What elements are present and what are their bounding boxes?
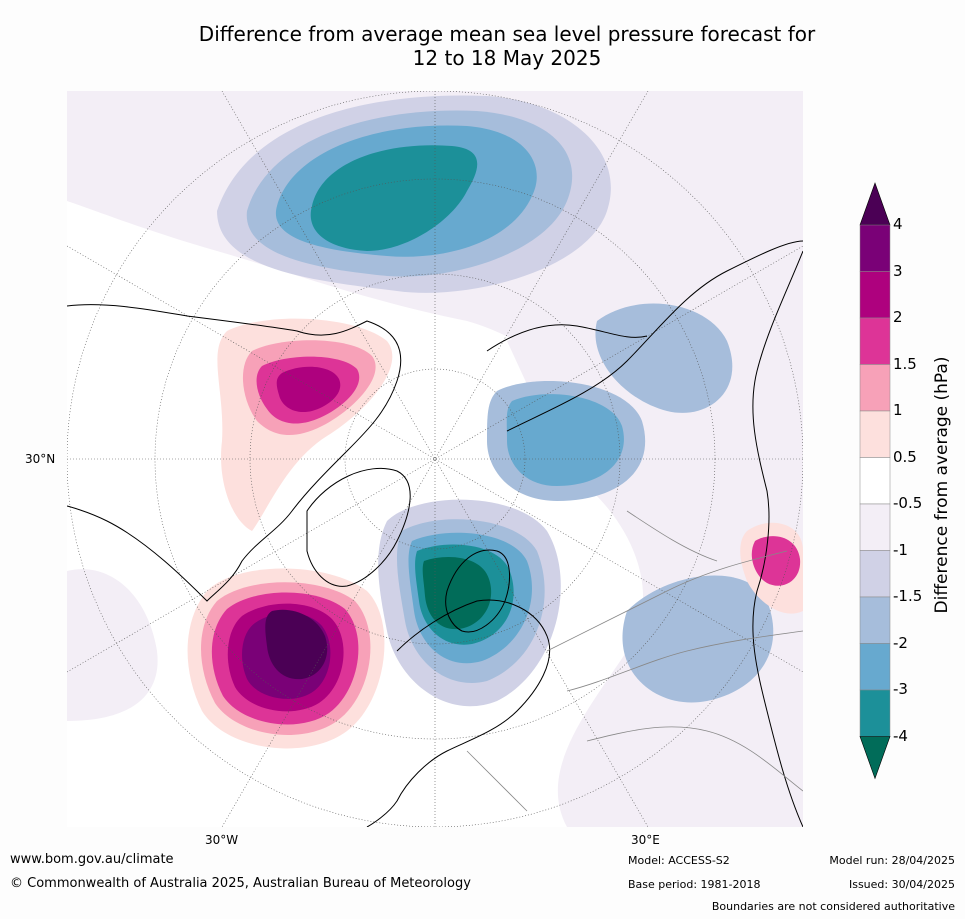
- copyright-text: © Commonwealth of Australia 2025, Austra…: [10, 876, 471, 891]
- canada-high-core: [276, 366, 341, 413]
- label-30w: 30°W: [205, 833, 239, 847]
- colorbar-tick-label: -0.5: [893, 494, 923, 512]
- colorbar-tick-label: -1.5: [893, 587, 923, 605]
- colorbar-band: [859, 503, 891, 551]
- colorbar-tick-label: -1: [893, 540, 908, 559]
- colorbar-bands: [859, 182, 891, 780]
- label-30n: 30°N: [25, 452, 56, 466]
- colorbar-tick-label: 3: [893, 261, 903, 280]
- colorbar-band: [859, 317, 891, 365]
- coastline-europe: [366, 599, 551, 827]
- country-borders: [466, 510, 803, 812]
- far-east-high-inner: [751, 536, 801, 586]
- website-link[interactable]: www.bom.gov.au/climate: [10, 852, 174, 867]
- colorbar-tick-label: 1: [893, 401, 903, 419]
- coastline-east-asia: [752, 250, 803, 827]
- colorbar-arrow-top: [859, 182, 891, 226]
- coastlines: [67, 240, 803, 827]
- colorbar-tick-label: 2: [893, 308, 903, 326]
- atlantic-high-core: [265, 609, 328, 680]
- colorbar-band: [859, 364, 891, 412]
- polar-map: [67, 91, 803, 827]
- graticule: [67, 91, 803, 827]
- label-30e: 30°E: [631, 833, 660, 847]
- colorbar-band: [859, 643, 891, 691]
- colorbar-band: [859, 596, 891, 644]
- colorbar-tick-label: 0.5: [893, 447, 917, 466]
- border-1: [546, 550, 788, 652]
- pacific-low-core: [310, 145, 478, 251]
- colorbar-band: [859, 689, 891, 737]
- colorbar-band: [859, 271, 891, 319]
- coastline-scandinavia: [445, 549, 510, 633]
- colorbar-tick-label: 4: [893, 215, 903, 233]
- boundaries-disclaimer: Boundaries are not considered authoritat…: [711, 900, 955, 913]
- colorbar-band: [859, 410, 891, 458]
- colorbar-tick-label: 1.5: [893, 354, 917, 373]
- meridian-3: [221, 91, 649, 827]
- issued-date: Issued: 30/04/2025: [848, 878, 955, 891]
- coastline-north-america: [67, 304, 402, 602]
- border-2: [566, 630, 803, 692]
- colorbar: [859, 182, 891, 780]
- model-run: Model run: 28/04/2025: [829, 854, 955, 867]
- colorbar-tick-label: -4: [893, 726, 908, 745]
- map-title: Difference from average mean sea level p…: [0, 22, 965, 70]
- model-name: Model: ACCESS-S2: [628, 854, 730, 867]
- graticule-circle-1: [344, 368, 526, 550]
- scandinavia-low-deep: [422, 556, 492, 630]
- base-period: Base period: 1981-2018: [628, 878, 761, 891]
- anomaly-field: [67, 91, 803, 827]
- central-asia-negative: [595, 303, 733, 413]
- border-4: [586, 726, 803, 792]
- colorbar-tick-label: -2: [893, 633, 908, 652]
- meridian-5: [67, 245, 803, 673]
- colorbar-tick-label: -3: [893, 680, 908, 698]
- coastline-asia: [506, 240, 803, 432]
- title-line-1: Difference from average mean sea level p…: [198, 22, 816, 46]
- colorbar-band: [859, 457, 891, 505]
- meridian-4: [67, 245, 803, 673]
- coastline-siberia-north: [486, 324, 648, 352]
- weak-negative-region-west: [67, 569, 158, 721]
- east-asia-negative: [622, 575, 774, 703]
- border-3: [626, 510, 718, 562]
- colorbar-band: [859, 224, 891, 272]
- meridian-2: [221, 91, 649, 827]
- colorbar-arrow-bottom: [859, 736, 891, 780]
- coastline-greenland: [306, 467, 411, 587]
- colorbar-title: Difference from average (hPa): [932, 356, 952, 614]
- colorbar-band: [859, 550, 891, 598]
- title-line-2: 12 to 18 May 2025: [412, 46, 602, 70]
- border-5: [466, 750, 528, 812]
